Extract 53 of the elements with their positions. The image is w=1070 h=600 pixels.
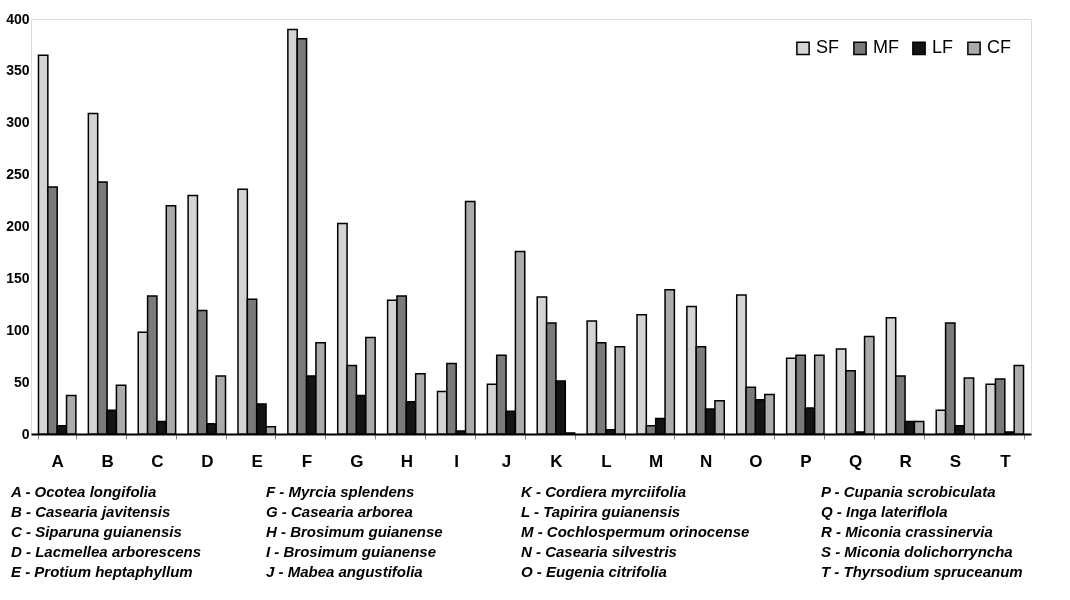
y-tick-label: 50 bbox=[13, 373, 30, 390]
x-tick-label: O bbox=[749, 451, 763, 471]
y-tick-label: 200 bbox=[6, 218, 30, 234]
x-tick-label: C bbox=[151, 451, 164, 471]
text: D - Lacmellea arborescens bbox=[11, 543, 202, 560]
text: T - Thyrsodium spruceanum bbox=[821, 563, 1023, 580]
text: I - Brosimum guianense bbox=[266, 543, 437, 560]
x-tick-label: J bbox=[501, 451, 512, 471]
legend-label: SF bbox=[816, 37, 840, 58]
y-tick-label: 300 bbox=[6, 114, 30, 131]
y-tick-label: 350 bbox=[6, 62, 30, 79]
y-tick-label: 100 bbox=[6, 321, 30, 338]
x-tick-label: L bbox=[601, 451, 612, 471]
text: C - Siparuna guianensis bbox=[11, 523, 182, 540]
x-tick-label: E bbox=[251, 451, 263, 471]
text: S - Miconia dolichorryncha bbox=[821, 543, 1013, 560]
text: P - Cupania scrobiculata bbox=[821, 483, 996, 500]
legend-label: MF bbox=[873, 37, 899, 58]
x-tick-label: K bbox=[550, 451, 564, 471]
x-tick-label: I bbox=[454, 451, 460, 471]
x-tick-label: S bbox=[949, 451, 962, 471]
x-tick-label: M bbox=[649, 451, 664, 471]
text: O - Eugenia citrifolia bbox=[521, 563, 667, 580]
legend-label: CF bbox=[987, 37, 1011, 58]
text: G - Casearia arborea bbox=[266, 503, 413, 520]
y-tick-label: 150 bbox=[6, 269, 30, 286]
text: B - Casearia javitensis bbox=[11, 503, 171, 520]
y-tick-label: 400 bbox=[6, 10, 30, 27]
y-tick-label: 250 bbox=[6, 166, 30, 183]
y-tick-label: 0 bbox=[21, 425, 30, 442]
x-tick-label: B bbox=[101, 451, 114, 471]
x-tick-label: G bbox=[350, 451, 364, 471]
text: R - Miconia crassinervia bbox=[821, 523, 993, 540]
x-tick-label: T bbox=[1000, 451, 1012, 471]
text: H - Brosimum guianense bbox=[266, 523, 443, 540]
text: Q - Inga lateriflola bbox=[821, 503, 948, 520]
text: M - Cochlospermum orinocense bbox=[521, 523, 750, 540]
x-tick-label: A bbox=[51, 451, 64, 471]
x-tick-label: F bbox=[301, 451, 313, 471]
x-tick-label: Q bbox=[849, 451, 863, 471]
text: L - Tapirira guianensis bbox=[521, 503, 681, 520]
x-tick-label: P bbox=[800, 451, 812, 471]
text: E - Protium heptaphyllum bbox=[11, 563, 193, 580]
text: K - Cordiera myrciifolia bbox=[521, 483, 687, 500]
x-tick-label: H bbox=[400, 451, 413, 471]
x-tick-label: D bbox=[201, 451, 214, 471]
text: J - Mabea angustifolia bbox=[266, 563, 423, 580]
legend-label: LF bbox=[932, 37, 954, 58]
text: F - Myrcia splendens bbox=[266, 483, 415, 500]
text: N - Casearia silvestris bbox=[521, 543, 677, 560]
x-tick-label: N bbox=[699, 451, 713, 471]
text: A - Ocotea longifolia bbox=[10, 483, 157, 500]
x-tick-label: R bbox=[899, 451, 912, 471]
